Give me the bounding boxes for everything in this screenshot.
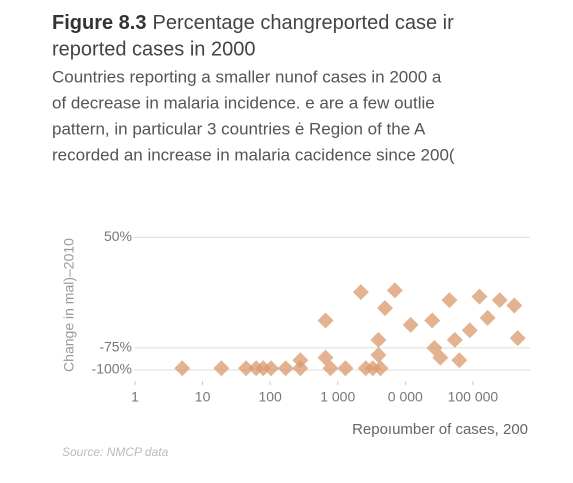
subtitle: Countries reporting a smaller nunof case… (52, 67, 442, 86)
chart-title: Percentage changreported case ir (152, 12, 454, 34)
x-tick-label: 1 (131, 389, 139, 405)
subtitle: of decrease in malaria incidence. e are … (52, 93, 435, 112)
point (263, 360, 280, 377)
point (370, 331, 387, 348)
point (372, 360, 389, 377)
source: Source: NMCP data (62, 445, 169, 459)
x-tick-label: 100 (258, 389, 282, 405)
point (277, 360, 294, 377)
point (376, 300, 393, 317)
point (317, 312, 334, 329)
point (402, 316, 419, 333)
title: Figure 8.3 Percentage changreported case … (52, 12, 454, 34)
point (471, 288, 488, 305)
point (461, 322, 478, 339)
point (506, 297, 523, 314)
point (337, 360, 354, 377)
subtitle: pattern, in particular 3 countries ė Reg… (52, 119, 426, 138)
point (446, 331, 463, 348)
y-tick-label: -100% (92, 361, 132, 377)
subtitle: recorded an increase in malaria cacidenc… (52, 145, 455, 164)
x-tick-label: 10 (195, 389, 211, 405)
x-tick-label: 0 000 (388, 389, 423, 405)
point (441, 292, 458, 309)
point (317, 349, 334, 366)
point (386, 282, 403, 299)
y-tick-label: -75% (99, 339, 132, 355)
point (292, 352, 309, 369)
figure-label: Figure 8.3 (52, 12, 146, 34)
point (238, 360, 255, 377)
x-tick-label: 1 000 (320, 389, 355, 405)
point (491, 292, 508, 309)
point (451, 352, 468, 369)
x-axis-label: Repoıumber of cases, 200 (352, 421, 528, 438)
point (370, 346, 387, 363)
point (432, 349, 449, 366)
point (174, 360, 191, 377)
x-tick-label: 100 000 (448, 389, 499, 405)
y-axis-label: Change in mal)–2010 (61, 238, 77, 372)
point (213, 360, 230, 377)
point (479, 309, 496, 326)
point (509, 330, 526, 347)
chart-title-line2: reported cases in 2000 (52, 38, 255, 60)
point (352, 284, 369, 301)
point (424, 312, 441, 329)
y-tick-label: 50% (104, 228, 132, 244)
